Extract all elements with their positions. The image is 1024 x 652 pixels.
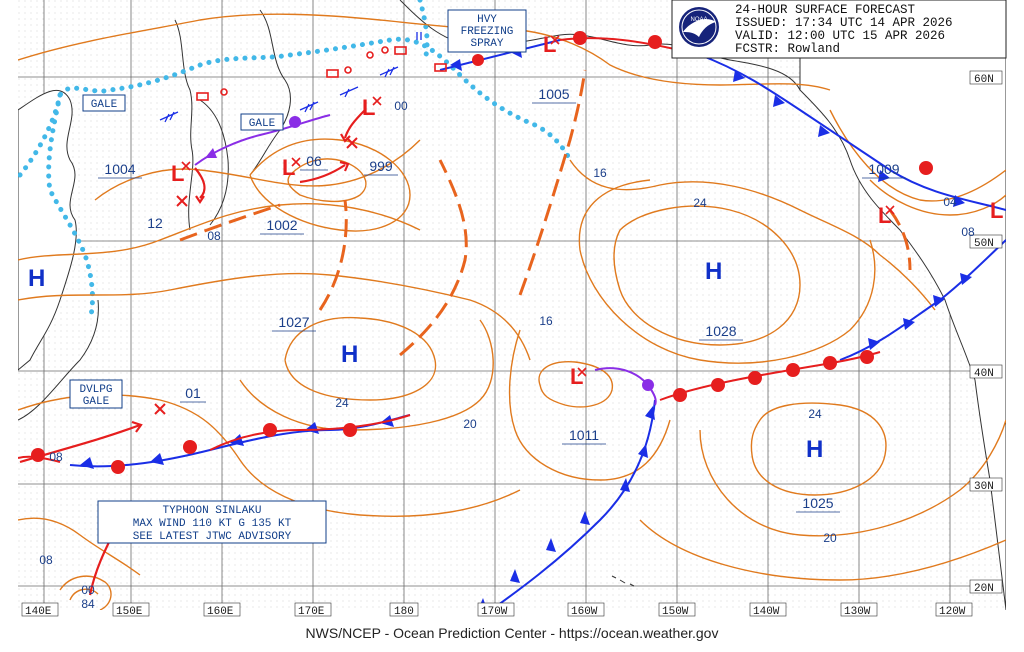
warm-front-bumps	[31, 31, 933, 474]
typhoon-label: SEE LATEST JTWC ADVISORY	[133, 531, 292, 543]
pressure-label: 1002	[266, 217, 297, 233]
freezing-spray-label: SPRAY	[470, 38, 503, 50]
pressure-label: 01	[185, 385, 201, 401]
lon-label: 170W	[481, 606, 508, 618]
high-center: H	[705, 258, 722, 285]
gale-label: GALE	[91, 99, 118, 111]
low-center: L	[543, 32, 556, 57]
pressure-label: 1005	[538, 86, 569, 102]
isobar-label: 20	[823, 531, 837, 545]
header-valid: VALID: 12:00 UTC 15 APR 2026	[735, 29, 945, 43]
lon-label: 120W	[939, 606, 966, 618]
pressure-label: 08	[207, 229, 221, 243]
freezing-spray-label: HVY	[477, 14, 497, 26]
occluded-front-symbols	[205, 116, 654, 391]
cold-front-barbs	[80, 46, 972, 610]
lat-label: 30N	[974, 481, 994, 493]
gale-wind-markers	[196, 46, 447, 101]
wind-barbs	[159, 32, 422, 123]
pressure-label: 08	[39, 553, 53, 567]
pressure-label: 1025	[802, 495, 833, 511]
pressure-label: 999	[369, 158, 393, 174]
gale-label: GALE	[249, 118, 276, 130]
dvlpg-gale-label: DVLPG	[79, 384, 112, 396]
central-pressure-labels: 1004 06 999 00 1005 1009 04 08 12 08 100…	[39, 86, 975, 611]
pressure-label: 04	[943, 195, 957, 209]
pressure-label: 1027	[278, 314, 309, 330]
typhoon-label: MAX WIND 110 KT G 135 KT	[133, 518, 292, 530]
isobar-label: 24	[335, 396, 349, 410]
lat-label: 50N	[974, 238, 994, 250]
lon-label: 150W	[662, 606, 689, 618]
pressure-label: 1004	[104, 161, 135, 177]
latitude-labels: 60N 50N 40N 30N 20N	[969, 70, 1003, 595]
lon-label: 140W	[753, 606, 780, 618]
low-center: L	[282, 155, 295, 180]
lon-label: 160E	[207, 606, 234, 618]
header-issued: ISSUED: 17:34 UTC 14 APR 2026	[735, 16, 953, 30]
dvlpg-gale-label: GALE	[83, 396, 110, 408]
ice-edge	[18, 0, 573, 323]
pressure-label: 00	[394, 99, 408, 113]
low-center: L	[570, 364, 583, 389]
isobar-label: 16	[593, 166, 607, 180]
typhoon-label: TYPHOON SINLAKU	[162, 505, 261, 517]
pressure-label: 08	[961, 225, 975, 239]
lon-label: 130W	[844, 606, 871, 618]
pressure-label: 00	[81, 583, 95, 597]
pressure-label: 84	[81, 597, 95, 611]
future-position-markers	[154, 137, 358, 415]
pressure-label: 12	[147, 215, 163, 231]
isobar-label: 20	[463, 417, 477, 431]
isobar-label: 16	[539, 314, 553, 328]
low-center: L	[362, 95, 375, 120]
lon-label: 140E	[25, 606, 52, 618]
lon-label: 180	[394, 606, 414, 618]
pressure-label: 06	[306, 153, 322, 169]
high-center: H	[341, 341, 358, 368]
low-center: L	[990, 198, 1003, 223]
high-centers: H H H H	[28, 258, 823, 463]
header-forecaster: FCSTR: Rowland	[735, 42, 840, 56]
lon-label: 150E	[116, 606, 143, 618]
header-title: 24-HOUR SURFACE FORECAST	[735, 3, 916, 17]
warning-labels: GALE GALE HVY FREEZING SPRAY DVLPG GALE …	[69, 9, 527, 544]
high-center: H	[28, 265, 45, 292]
logo-text: NOAA	[690, 17, 707, 23]
lat-label: 40N	[974, 368, 994, 380]
pressure-label: 1009	[868, 161, 899, 177]
pressure-label: 08	[49, 450, 63, 464]
isobar-label: 24	[808, 407, 822, 421]
pressure-label: 1028	[705, 323, 736, 339]
lon-label: 170E	[298, 606, 325, 618]
low-center: L	[878, 203, 891, 228]
low-center: L	[171, 161, 184, 186]
isobars	[18, 13, 1006, 610]
troughs	[179, 69, 912, 357]
lat-label: 20N	[974, 583, 994, 595]
lat-label: 60N	[974, 74, 994, 86]
freezing-spray-label: FREEZING	[461, 26, 514, 38]
high-center: H	[806, 436, 823, 463]
footer-credit: NWS/NCEP - Ocean Prediction Center - htt…	[306, 625, 719, 641]
isobar-labels: 16 24 16 24 20 24 20	[335, 166, 837, 545]
isobar-label: 24	[693, 196, 707, 210]
low-center-x-marks	[181, 35, 895, 377]
longitude-labels: 140E 150E 160E 170E 180 170W 160W 150W 1…	[21, 602, 973, 618]
pressure-label: 1011	[569, 427, 599, 443]
forecast-header: NOAA 24-HOUR SURFACE FORECAST ISSUED: 17…	[671, 0, 1007, 59]
lon-label: 160W	[571, 606, 598, 618]
